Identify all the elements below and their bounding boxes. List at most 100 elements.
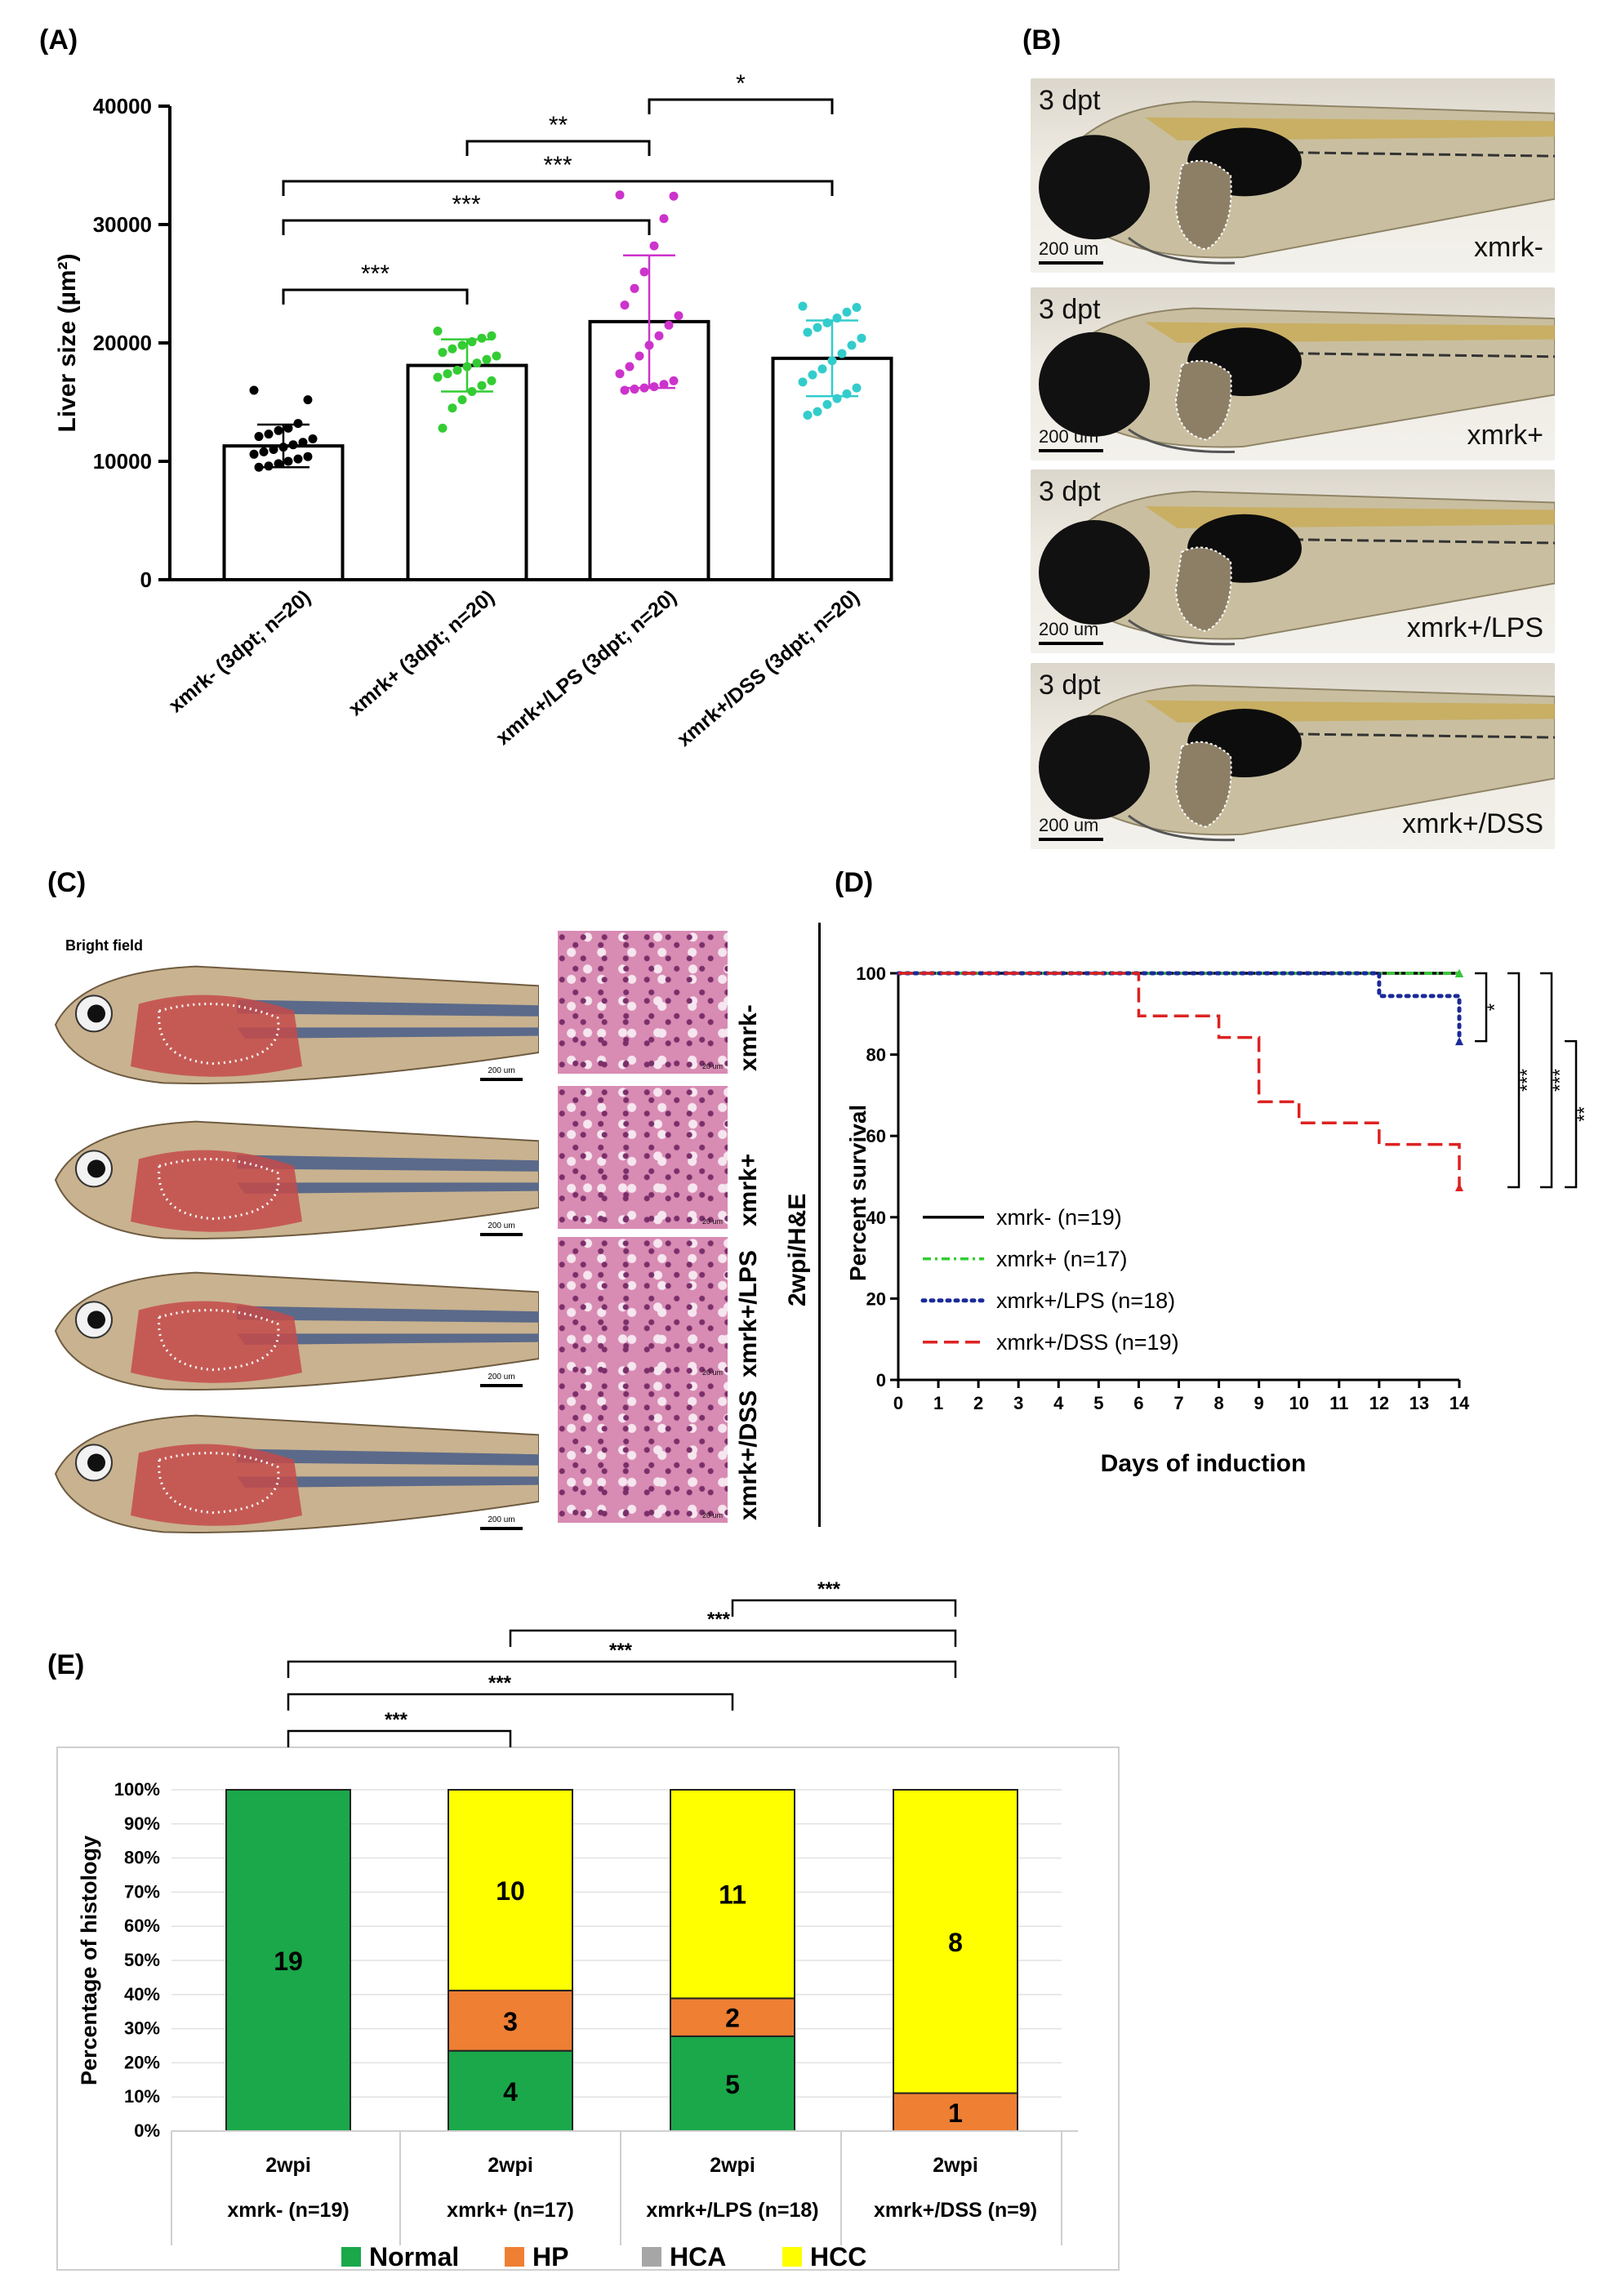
- x-tick-label: 5: [1093, 1393, 1103, 1413]
- larva-notochord: [1275, 150, 1555, 158]
- data-point: [452, 365, 462, 375]
- data-point: [433, 327, 443, 336]
- liver-outline: [1174, 359, 1232, 441]
- data-point: [635, 351, 644, 361]
- significance-label: *: [736, 70, 746, 97]
- data-point: [674, 311, 684, 321]
- y-axis-label: Percent survival: [845, 1105, 871, 1281]
- data-point: [630, 283, 639, 293]
- significance-bracket: [1475, 972, 1488, 1043]
- scale-bar-label: 200 um: [1039, 426, 1104, 452]
- data-point: [249, 385, 259, 395]
- stacked-bar-segment: [448, 1989, 573, 2052]
- data-point: [249, 449, 259, 459]
- segment-label: 11: [719, 1880, 746, 1910]
- side-divider: [818, 923, 821, 1527]
- data-point: [438, 348, 448, 358]
- y-tick-label: 10%: [124, 2086, 160, 2107]
- time-label: 3 dpt: [1039, 85, 1101, 116]
- histology-scale-label: 20 um: [701, 1062, 723, 1070]
- segment-label: 10: [496, 1876, 525, 1906]
- significance-bracket: [648, 98, 834, 114]
- panel-label-d: (D): [835, 867, 874, 898]
- data-point: [269, 445, 278, 454]
- legend-label: HCC: [810, 2242, 866, 2272]
- legend-swatch: [341, 2247, 361, 2267]
- group-label: xmrk-: [735, 1004, 762, 1071]
- x-tick-label: xmrk+ (3dpt; n=20): [345, 585, 499, 720]
- data-point: [664, 320, 674, 330]
- histology-scale-label: 20 um: [701, 1217, 723, 1226]
- data-point: [298, 438, 308, 447]
- y-tick-label: 0: [140, 567, 152, 592]
- y-tick-label: 20000: [93, 331, 152, 355]
- legend-swatch: [782, 2247, 802, 2267]
- category-group-label: xmrk- (n=19): [227, 2199, 349, 2222]
- segment-label: 8: [948, 1928, 963, 1957]
- category-time-label: 2wpi: [933, 2154, 978, 2177]
- group-label: xmrk+: [735, 1153, 762, 1226]
- fish-liver-region: [131, 994, 302, 1077]
- data-point: [457, 340, 467, 350]
- data-point: [492, 351, 501, 361]
- fish-stripe: [237, 1333, 539, 1345]
- significance-label: **: [1574, 1106, 1596, 1122]
- scale-bar-label: 200 um: [488, 1373, 514, 1382]
- significance-bracket: [1507, 972, 1521, 1189]
- fish-pupil: [87, 1004, 105, 1023]
- scale-bar-label: 200 um: [1039, 238, 1104, 265]
- stacked-bar-segment: [893, 2092, 1018, 2132]
- significance-label: ***: [361, 260, 390, 287]
- significance-bracket: [465, 140, 651, 156]
- data-point: [852, 383, 862, 393]
- significance-bracket: [287, 1693, 734, 1711]
- legend-label: xmrk- (n=19): [996, 1205, 1122, 1230]
- data-point: [254, 432, 264, 442]
- data-point: [477, 333, 487, 343]
- data-point: [283, 423, 293, 433]
- y-tick-label: 40000: [93, 94, 152, 118]
- data-point: [438, 423, 448, 433]
- segment-label: 3: [503, 2007, 518, 2036]
- fish-stripe: [237, 1182, 539, 1194]
- group-label: xmrk-: [1474, 232, 1543, 263]
- data-point: [630, 385, 639, 394]
- x-tick-label: 4: [1053, 1393, 1064, 1413]
- censor-mark: [1455, 969, 1463, 977]
- data-point: [798, 301, 808, 311]
- data-point: [308, 434, 318, 443]
- liver-outline: [1174, 741, 1232, 828]
- data-point: [288, 440, 298, 450]
- data-point: [264, 429, 274, 439]
- data-point: [842, 307, 852, 317]
- data-point: [852, 303, 862, 312]
- x-tick-label: xmrk- (3dpt; n=20): [164, 585, 315, 717]
- data-point: [448, 344, 457, 354]
- bar: [588, 319, 710, 581]
- y-tick-label: 60: [866, 1126, 886, 1146]
- data-point: [443, 369, 452, 379]
- stacked-bar-segment: [670, 1789, 795, 2000]
- category-group-label: xmrk+ (n=17): [447, 2199, 574, 2222]
- data-point: [837, 349, 847, 358]
- significance-bracket: [509, 1629, 957, 1647]
- data-point: [259, 447, 269, 456]
- time-label: 3 dpt: [1039, 670, 1101, 701]
- segment-label: 5: [725, 2070, 740, 2099]
- y-axis-label: Percentage of histology: [77, 1835, 101, 2085]
- legend-label: xmrk+/LPS (n=18): [996, 1288, 1175, 1313]
- data-point: [472, 358, 482, 368]
- fish-pupil: [87, 1159, 105, 1178]
- y-tick-label: 20%: [124, 2052, 160, 2072]
- y-tick-label: 80%: [124, 1848, 160, 1868]
- fish-liver-region: [131, 1150, 302, 1232]
- legend-swatch: [642, 2247, 661, 2267]
- larva-belly: [1128, 428, 1236, 454]
- data-point: [808, 370, 817, 380]
- x-tick-label: 8: [1213, 1393, 1223, 1413]
- panel-label-e: (E): [47, 1649, 85, 1680]
- x-tick-label: 13: [1409, 1393, 1429, 1413]
- fish-pupil: [87, 1453, 105, 1472]
- significance-bracket: [282, 219, 651, 235]
